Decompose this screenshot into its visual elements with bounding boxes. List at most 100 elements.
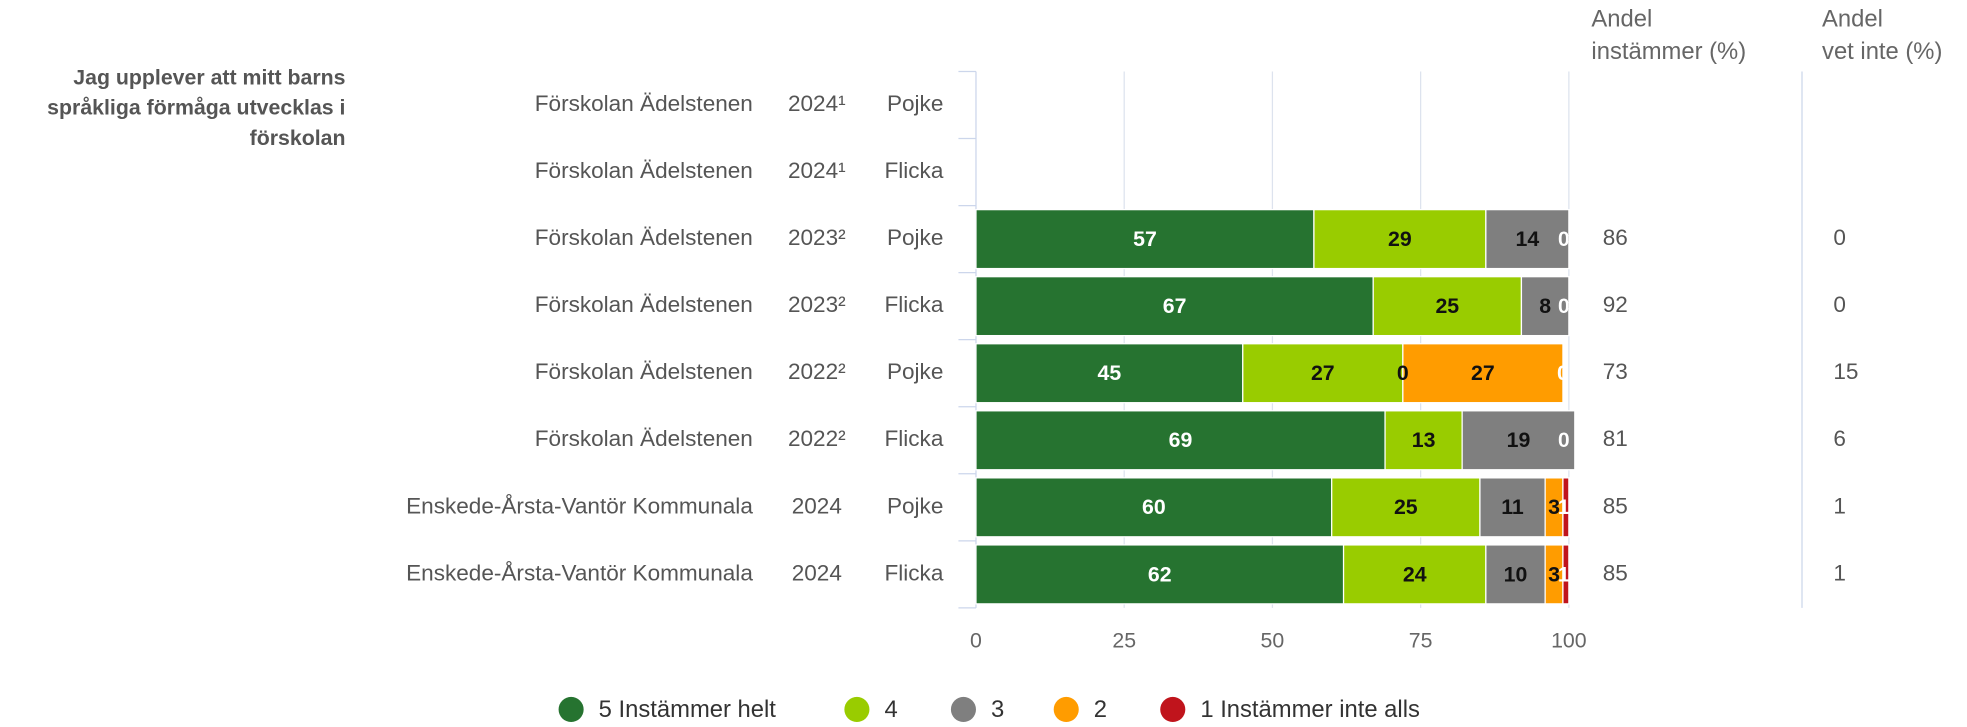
bar-label: 45 (1098, 361, 1122, 385)
x-tick-label: 75 (1409, 628, 1433, 652)
bar-label: 1 (1558, 562, 1570, 586)
bar-label: 19 (1507, 428, 1531, 452)
column-value: 1 (1833, 560, 1846, 585)
column-value: 6 (1833, 426, 1846, 451)
bar-segment (1372, 276, 1523, 337)
bar-label: 27 (1471, 361, 1495, 385)
bar-label: 0 (1557, 361, 1569, 385)
column-value: 92 (1603, 292, 1628, 317)
bar-segment (1461, 410, 1576, 471)
bar-segment (975, 276, 1374, 337)
gender-label: Pojke (887, 493, 943, 518)
column-header: vet inte (%) (1822, 38, 1942, 65)
unit-label: Enskede-Årsta-Vantör Kommunala (406, 560, 753, 585)
gender-label: Flicka (884, 426, 943, 451)
legend-marker (1160, 696, 1186, 722)
unit-label: Förskolan Ädelstenen (535, 225, 753, 250)
bar-segment (975, 544, 1345, 605)
x-tick-label: 50 (1261, 628, 1285, 652)
column-value: 73 (1603, 359, 1628, 384)
bar-label: 24 (1403, 562, 1427, 586)
bar-label: 3 (1548, 562, 1560, 586)
year-label: 2023² (788, 292, 846, 317)
legend-marker (950, 696, 976, 722)
bar-label: 69 (1169, 428, 1193, 452)
year-label: 2024 (792, 493, 842, 518)
bar-label: 29 (1388, 227, 1412, 251)
bar-label: 0 (1558, 227, 1570, 251)
bar-segment (975, 209, 1315, 270)
bar-label: 60 (1142, 495, 1166, 519)
question: förskolan (250, 126, 346, 150)
legend-marker (1053, 696, 1079, 722)
column-header: instämmer (%) (1591, 38, 1746, 65)
unit-label: Förskolan Ädelstenen (535, 359, 753, 384)
question: språkliga förmåga utvecklas i (47, 96, 345, 120)
x-tick-label: 25 (1112, 628, 1136, 652)
x-tick-label: 0 (970, 628, 982, 652)
bar-label: 25 (1435, 294, 1459, 318)
legend-label: 4 (884, 696, 897, 723)
legend-marker (558, 696, 584, 722)
bar-label: 0 (1558, 294, 1570, 318)
gender-label: Pojke (887, 359, 943, 384)
column-header: Andel (1822, 5, 1883, 32)
year-label: 2022² (788, 426, 846, 451)
bar-label: 0 (1558, 428, 1570, 452)
unit-label: Förskolan Ädelstenen (535, 91, 753, 116)
bar-segment (1485, 544, 1546, 605)
bar-label: 8 (1539, 294, 1551, 318)
gender-label: Flicka (884, 560, 943, 585)
column-header: Andel (1591, 5, 1652, 32)
bar-segment (1485, 209, 1570, 270)
bar-label: 13 (1412, 428, 1436, 452)
bar-label: 57 (1133, 227, 1157, 251)
column-value: 81 (1603, 426, 1628, 451)
column-value: 86 (1603, 225, 1628, 250)
x-tick-label: 100 (1551, 628, 1587, 652)
gender-label: Pojke (887, 91, 943, 116)
column-value: 85 (1603, 493, 1628, 518)
column-value: 85 (1603, 560, 1628, 585)
bar-label: 1 (1558, 495, 1570, 519)
bar-label: 0 (1558, 227, 1570, 251)
legend-label: 5 Instämmer helt (599, 696, 777, 723)
unit-label: Förskolan Ädelstenen (535, 292, 753, 317)
bar-label: 27 (1311, 361, 1335, 385)
unit-label: Förskolan Ädelstenen (535, 158, 753, 183)
legend-marker (844, 696, 870, 722)
bar-label: 25 (1394, 495, 1418, 519)
column-value: 0 (1833, 225, 1846, 250)
bar-label: 67 (1163, 294, 1187, 318)
column-value: 0 (1833, 292, 1846, 317)
bar-label: 10 (1504, 562, 1528, 586)
bar-label: 11 (1501, 495, 1524, 519)
unit-label: Enskede-Årsta-Vantör Kommunala (406, 493, 753, 518)
legend-label: 1 Instämmer inte alls (1200, 696, 1420, 723)
bar-segment (975, 343, 1244, 404)
bar-segment (1331, 477, 1481, 538)
year-label: 2024¹ (788, 158, 846, 183)
bar-segment (1402, 343, 1564, 404)
year-label: 2024¹ (788, 91, 846, 116)
legend-label: 2 (1094, 696, 1107, 723)
column-value: 15 (1833, 359, 1858, 384)
bar-segment (1342, 544, 1487, 605)
bar-label: 0 (1397, 361, 1409, 385)
year-label: 2024 (792, 560, 842, 585)
bar-segment (1520, 276, 1570, 337)
gender-label: Pojke (887, 225, 943, 250)
question: Jag upplever att mitt barns (73, 66, 345, 90)
gender-label: Flicka (884, 158, 943, 183)
legend-label: 3 (991, 696, 1004, 723)
unit-label: Förskolan Ädelstenen (535, 426, 753, 451)
bar-segment (975, 410, 1386, 471)
bar-label: 62 (1148, 562, 1172, 586)
year-label: 2023² (788, 225, 846, 250)
year-label: 2022² (788, 359, 846, 384)
bar-label: 3 (1548, 495, 1560, 519)
bar-segment (975, 477, 1333, 538)
bar-label: 0 (1558, 294, 1570, 318)
